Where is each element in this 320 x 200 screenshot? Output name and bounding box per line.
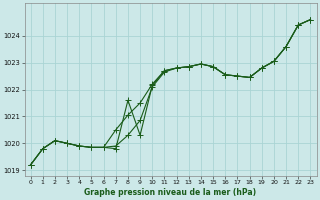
- X-axis label: Graphe pression niveau de la mer (hPa): Graphe pression niveau de la mer (hPa): [84, 188, 257, 197]
